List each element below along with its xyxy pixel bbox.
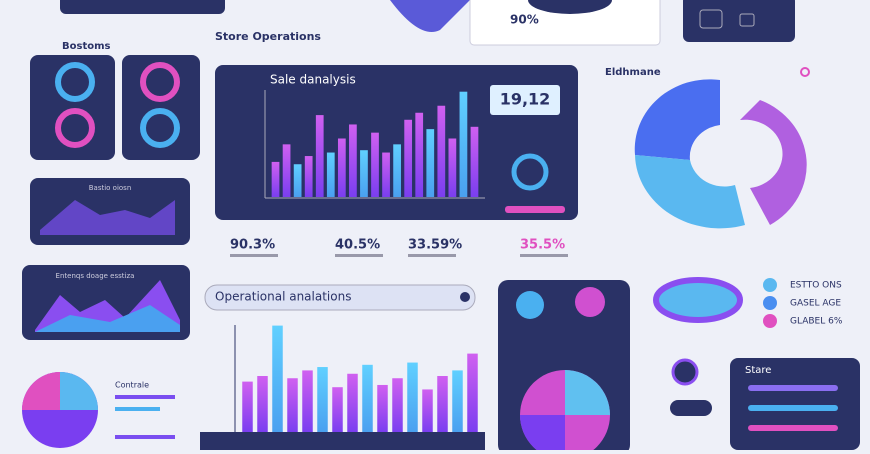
panel-title: Bostoms [62, 41, 111, 52]
donut-slice [740, 100, 807, 225]
ring [55, 108, 95, 148]
bar [392, 378, 403, 432]
stat-caption [335, 254, 383, 257]
op-title: Operational analations [215, 290, 351, 304]
legend-label: ESTTO ONS [790, 281, 842, 291]
bar [349, 124, 357, 197]
bar [271, 161, 280, 197]
top-stat: 90% [510, 13, 539, 27]
bar [315, 115, 324, 197]
legend-label: GASEL AGE [790, 299, 841, 309]
top-disc [528, 0, 612, 14]
axis-strip [200, 432, 485, 450]
stat-caption [408, 254, 456, 257]
legend-dot [763, 278, 777, 292]
bar [242, 381, 253, 432]
leaves [390, 0, 470, 32]
slider [748, 425, 838, 431]
bar [377, 384, 388, 432]
card-title: Entenqs doage esstiza [56, 272, 135, 280]
stat-caption [520, 254, 568, 257]
bar [404, 119, 413, 197]
bar [326, 152, 335, 197]
legend-dot [763, 296, 777, 310]
bar [467, 353, 478, 432]
slider [748, 385, 838, 391]
donut-slice [635, 155, 745, 229]
bar [382, 152, 390, 197]
progress [505, 206, 565, 213]
area [40, 200, 175, 235]
bar [459, 91, 468, 197]
line [115, 435, 175, 439]
bar [448, 138, 457, 197]
stat-caption [230, 254, 278, 257]
knob [671, 358, 699, 386]
pie-slice [60, 372, 98, 410]
sales-stat: 19,12 [500, 90, 551, 109]
bar [426, 129, 435, 197]
dot [460, 292, 470, 302]
stat-value: 33.59% [408, 238, 462, 253]
bar [282, 144, 291, 197]
bar [337, 138, 346, 197]
bar [360, 150, 368, 197]
ring [140, 108, 180, 148]
pie-slice [520, 415, 565, 454]
bar [347, 373, 358, 432]
bar [437, 105, 446, 197]
bar [452, 370, 463, 432]
bar [332, 387, 343, 432]
stat-value: 40.5% [335, 238, 380, 253]
ball [575, 287, 605, 317]
bar [317, 367, 328, 432]
pie-slice [22, 372, 60, 410]
ring [140, 62, 180, 102]
line [115, 407, 160, 411]
bar [422, 389, 433, 432]
pie-title: Contrale [115, 381, 149, 390]
bar [257, 376, 268, 432]
top-bar [60, 0, 225, 14]
bar [362, 364, 373, 432]
top-card [469, 0, 661, 46]
ball [516, 291, 544, 319]
bar [293, 164, 302, 197]
stat-box [490, 85, 560, 115]
bar [287, 378, 298, 432]
bar [415, 112, 424, 197]
store-title: Stare [745, 365, 771, 376]
toggle [670, 400, 712, 416]
bar [302, 370, 313, 432]
ring [511, 153, 549, 191]
bar [407, 362, 418, 432]
donut-title: Eldhmane [605, 67, 661, 78]
line [115, 395, 175, 399]
stat-value: 90.3% [230, 238, 275, 253]
pie-slice [565, 370, 610, 415]
legend-label: GLABEL 6% [790, 317, 843, 327]
bar [437, 376, 448, 432]
ring [55, 62, 95, 102]
bar [272, 325, 283, 432]
dot [800, 67, 810, 77]
device-key [739, 13, 755, 27]
slider [748, 405, 838, 411]
disc [653, 277, 743, 323]
bar [304, 156, 313, 197]
bar [393, 144, 401, 197]
sales-title: Sale danalysis [270, 73, 356, 87]
legend-dot [763, 314, 777, 328]
section-title: Store Operations [215, 30, 321, 43]
pill [204, 284, 476, 311]
bar [371, 132, 379, 197]
device-key [699, 9, 723, 29]
card-title: Bastio oiosn [89, 184, 132, 192]
donut-slice [634, 79, 720, 160]
stat-value: 35.5% [520, 238, 565, 253]
area [35, 305, 180, 332]
bar [470, 126, 479, 197]
